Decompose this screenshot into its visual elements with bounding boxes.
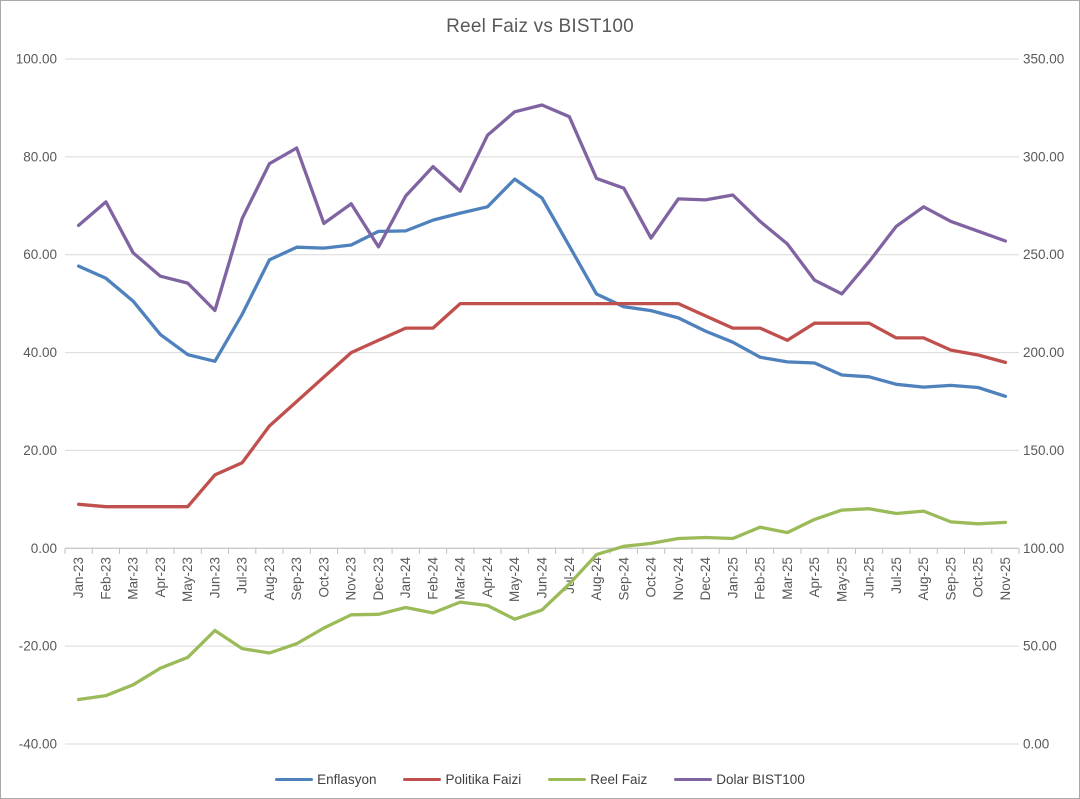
x-axis-label-aug-24: Aug-24 [589,557,604,601]
x-axis-label-nov-24: Nov-24 [671,557,686,601]
x-axis-label-jan-24: Jan-24 [398,557,413,599]
x-axis-label-jul-23: Jul-23 [235,557,250,594]
legend-swatch-dolar-bist100 [674,777,713,782]
series-line-dolar-bist100 [76,103,1008,313]
legend-item-dolar-bist100: Dolar BIST100 [674,772,805,787]
x-axis-label-jun-25: Jun-25 [862,557,877,598]
x-axis-label-jan-23: Jan-23 [71,557,86,598]
x-axis-label-aug-25: Aug-25 [916,557,931,601]
x-axis-label-sep-25: Sep-25 [943,557,958,601]
legend-label: Dolar BIST100 [716,772,805,787]
right-axis-tick-label: 100.00 [1023,541,1064,556]
left-axis-tick-label: 40.00 [23,345,57,360]
legend-swatch-politika-faizi [403,777,442,782]
x-axis-label-apr-23: Apr-23 [153,557,168,598]
legend-item-enflasyon: Enflasyon [275,772,376,787]
series-line-politika-faizi [76,301,1008,509]
x-axis-label-nov-25: Nov-25 [998,557,1013,601]
x-axis-label-jan-25: Jan-25 [725,557,740,598]
x-axis-label-nov-23: Nov-23 [344,557,359,601]
x-axis-label-jul-25: Jul-25 [889,557,904,594]
x-axis-label-jun-24: Jun-24 [535,557,550,599]
x-axis-label-aug-23: Aug-23 [262,557,277,601]
x-axis-label-oct-25: Oct-25 [971,557,986,598]
legend-label: Politika Faizi [445,772,522,787]
left-axis-tick-label: 80.00 [23,149,57,164]
right-axis-tick-label: 150.00 [1023,443,1064,458]
x-axis-label-apr-24: Apr-24 [480,557,495,598]
x-axis-label-dec-23: Dec-23 [371,557,386,601]
series-line-reel-faiz [76,507,1008,702]
x-axis-label-apr-25: Apr-25 [807,557,822,598]
right-axis-tick-label: 50.00 [1023,639,1057,654]
legend-item-reel-faiz: Reel Faiz [548,772,647,787]
left-axis-tick-label: 20.00 [23,443,57,458]
legend-swatch-reel-faiz [548,777,587,782]
left-axis-tick-label: -40.00 [19,737,57,752]
x-axis-label-may-24: May-24 [507,557,522,603]
left-axis-tick-label: 0.00 [31,541,57,556]
x-axis-label-feb-24: Feb-24 [425,557,440,600]
x-axis-label-jul-24: Jul-24 [562,557,577,594]
series-line-enflasyon [76,177,1008,398]
right-axis-tick-label: 350.00 [1023,52,1064,67]
left-axis-tick-label: 100.00 [16,52,57,67]
legend-item-politika-faizi: Politika Faizi [403,772,521,787]
right-axis-tick-label: 300.00 [1023,149,1064,164]
x-axis-label-mar-25: Mar-25 [780,557,795,600]
right-axis-tick-label: 0.00 [1023,737,1049,752]
right-axis-tick-label: 200.00 [1023,345,1064,360]
left-axis-tick-label: 60.00 [23,247,57,262]
legend-swatch-enflasyon [275,777,314,782]
legend-label: Enflasyon [317,772,377,787]
x-axis-label-oct-24: Oct-24 [644,557,659,598]
x-axis-label-feb-23: Feb-23 [98,557,113,600]
right-axis-tick-label: 250.00 [1023,247,1064,262]
x-axis-label-mar-24: Mar-24 [453,557,468,600]
x-axis-label-feb-25: Feb-25 [753,557,768,600]
x-axis-label-oct-23: Oct-23 [316,557,331,598]
legend-label: Reel Faiz [590,772,648,787]
x-axis-label-jun-23: Jun-23 [207,557,222,598]
x-axis-label-sep-24: Sep-24 [616,557,631,601]
x-axis-label-mar-23: Mar-23 [126,557,141,600]
x-axis-label-may-25: May-25 [834,557,849,602]
left-axis-tick-label: -20.00 [19,639,57,654]
x-axis-label-sep-23: Sep-23 [289,557,304,601]
chart-title: Reel Faiz vs BIST100 [446,16,634,37]
x-axis-label-dec-24: Dec-24 [698,557,713,601]
chart-legend: Enflasyon Politika Faizi Reel Faiz Dolar BI… [1,772,1079,787]
x-axis-label-may-23: May-23 [180,557,195,602]
